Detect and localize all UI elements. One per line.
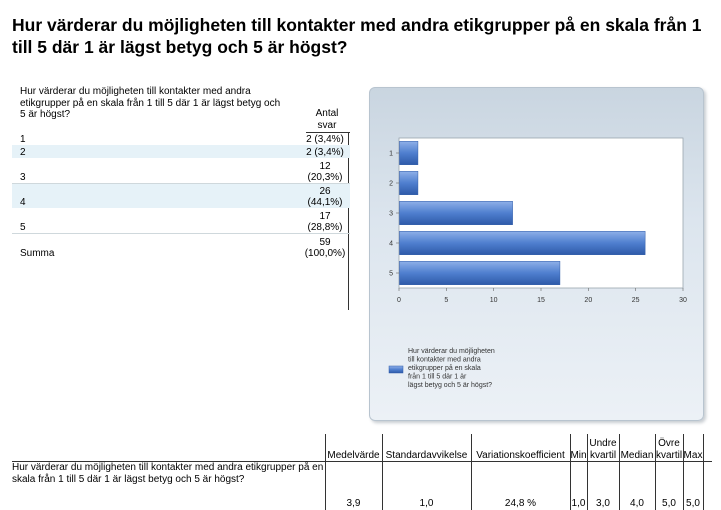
stats-column-header: Undre kvartil	[589, 438, 617, 461]
row-label: 5	[20, 222, 26, 233]
y-tick-label: 4	[389, 241, 393, 248]
y-tick-label: 1	[389, 151, 393, 158]
stats-column-divider	[587, 434, 588, 510]
row-label: 1	[20, 134, 26, 145]
y-tick-label: 3	[389, 211, 393, 218]
stats-column-divider	[655, 434, 656, 510]
stats-column-divider	[325, 434, 326, 510]
x-tick-label: 25	[632, 297, 640, 304]
stats-column-divider	[683, 434, 684, 510]
bar-chart: 1 2 3 4 5 0 5 10 15 20 25 30 Hur värderar du möjligh…	[388, 137, 687, 389]
stats-column-header: Standardavvikelse	[385, 450, 468, 461]
count-column-header: Antal svar	[315, 108, 339, 131]
frequency-row-total: Summa 59 (100,0%)	[12, 234, 350, 259]
row-count: 26 (44,1%)	[307, 186, 343, 208]
stats-column-header: Medelvärde	[327, 450, 380, 461]
stats-value: 4,0	[630, 498, 644, 509]
row-count: 12 (20,3%)	[307, 161, 343, 183]
frequency-row: 4 26 (44,1%)	[12, 184, 350, 208]
frequency-question-header: Hur värderar du möjligheten till kontakt…	[20, 86, 281, 120]
y-tick-label: 2	[389, 181, 393, 188]
row-count: 17 (28,8%)	[307, 211, 343, 233]
stats-value: 3,0	[596, 498, 610, 509]
stats-question: Hur värderar du möjligheten till kontakt…	[12, 462, 324, 485]
bar	[399, 201, 513, 225]
bar	[399, 231, 646, 255]
x-tick-label: 10	[490, 297, 498, 304]
stats-value: 24,8 %	[504, 498, 537, 509]
stats-column-divider	[703, 434, 704, 510]
column-divider	[348, 132, 349, 310]
row-label: 4	[20, 197, 26, 208]
stats-header-divider	[12, 461, 712, 462]
stats-column-divider	[619, 434, 620, 510]
total-count: 59 (100,0%)	[304, 237, 346, 259]
stats-column-header: Max	[683, 450, 703, 461]
stats-column-header: Övre kvartil	[655, 438, 683, 461]
header-divider	[306, 132, 350, 133]
bar	[399, 261, 561, 285]
stats-value: 5,0	[662, 498, 676, 509]
row-label: 3	[20, 172, 26, 183]
x-tick-label: 15	[537, 297, 545, 304]
bar	[399, 171, 419, 195]
stats-value: 1,0	[419, 498, 434, 509]
stats-column-header: Min	[570, 450, 587, 461]
statistics-table: Hur värderar du möjligheten till kontakt…	[12, 434, 712, 510]
row-count: 2 (3,4%)	[306, 147, 344, 158]
page-title: Hur värderar du möjligheten till kontakt…	[12, 15, 702, 57]
x-tick-label: 30	[679, 297, 687, 304]
frequency-row: 1 2 (3,4%)	[12, 133, 350, 145]
frequency-row: 3 12 (20,3%)	[12, 158, 350, 184]
stats-value: 3,9	[346, 498, 361, 509]
frequency-row: 5 17 (28,8%)	[12, 208, 350, 234]
stats-column-divider	[382, 434, 383, 510]
stats-column-divider	[471, 434, 472, 510]
x-tick-label: 20	[584, 297, 592, 304]
stats-column-divider	[570, 434, 571, 510]
stats-value: 5,0	[686, 498, 700, 509]
chart-panel: 1 2 3 4 5 0 5 10 15 20 25 30 Hur värderar du möjligh…	[369, 87, 704, 421]
y-tick-label: 5	[389, 271, 393, 278]
bar	[399, 141, 419, 165]
stats-column-header: Median	[620, 450, 654, 461]
row-label: 2	[20, 147, 26, 158]
row-count: 2 (3,4%)	[306, 134, 344, 145]
x-tick-label: 5	[444, 297, 448, 304]
legend-swatch	[388, 365, 404, 374]
legend-label: Hur värderar du möjligheten till kontakte…	[408, 348, 495, 389]
total-label: Summa	[20, 248, 55, 259]
frequency-row: 2 2 (3,4%)	[12, 145, 350, 158]
stats-column-header: Variationskoefficient	[476, 450, 565, 461]
stats-value: 1,0	[571, 498, 586, 509]
x-tick-label: 0	[397, 297, 401, 304]
